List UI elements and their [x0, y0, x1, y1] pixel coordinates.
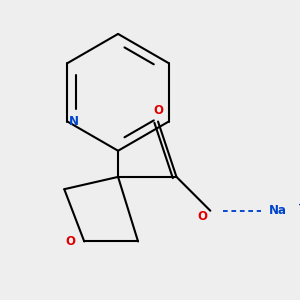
- Text: O: O: [198, 210, 208, 224]
- Text: O: O: [65, 235, 75, 248]
- Text: +: +: [298, 200, 300, 210]
- Text: O: O: [153, 104, 163, 117]
- Text: Na: Na: [269, 204, 287, 217]
- Text: N: N: [69, 115, 79, 128]
